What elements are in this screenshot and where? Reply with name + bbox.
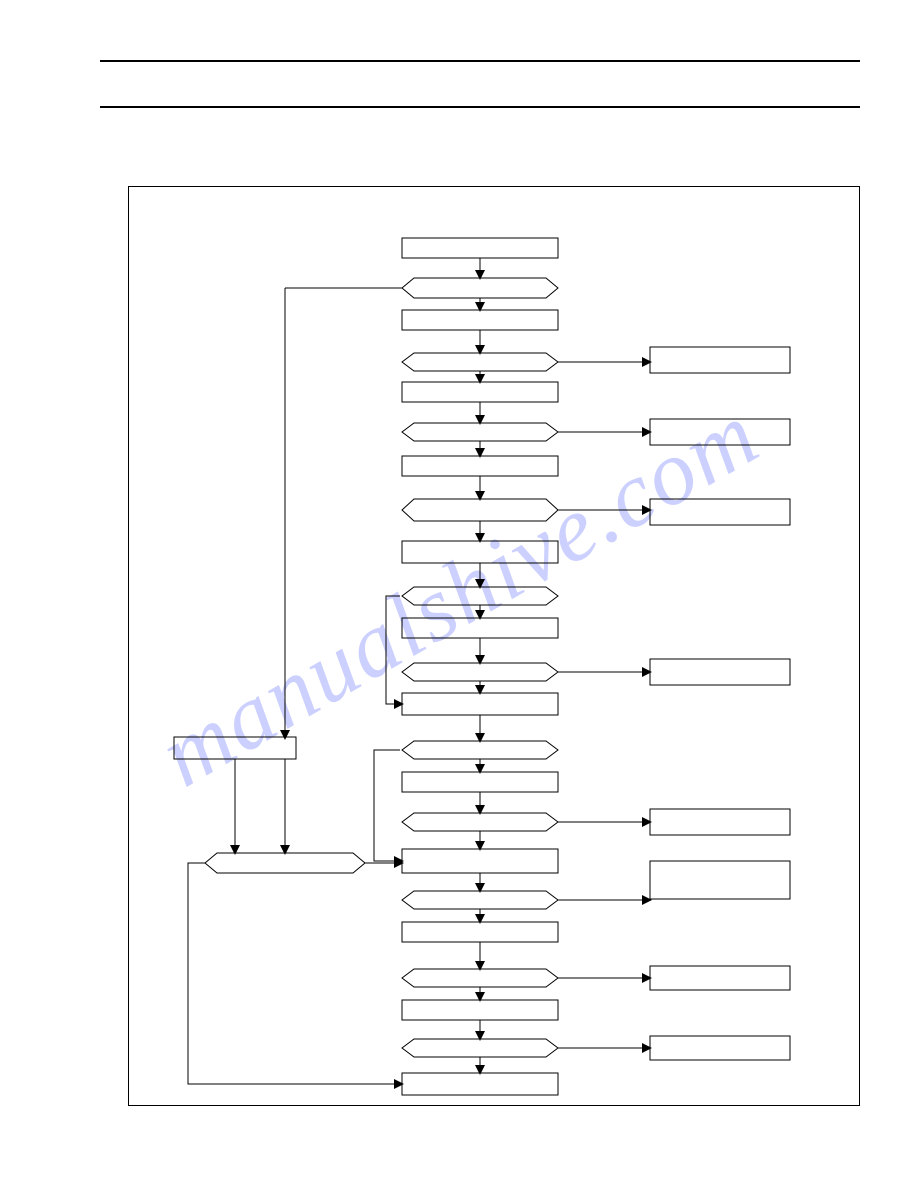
flow-node-h10 bbox=[402, 969, 558, 987]
flow-node-b12 bbox=[402, 1073, 558, 1095]
flow-node-rC bbox=[650, 499, 790, 525]
flow-node-h2 bbox=[402, 353, 558, 371]
flow-node-rG bbox=[650, 966, 790, 990]
flow-node-h3 bbox=[402, 423, 558, 441]
flow-node-b6 bbox=[402, 618, 558, 638]
flow-node-lA bbox=[174, 737, 296, 759]
flow-node-b5 bbox=[402, 541, 558, 563]
flow-node-b4 bbox=[402, 456, 558, 476]
flow-node-rE bbox=[650, 809, 790, 835]
page: manualshive.com bbox=[0, 0, 918, 1188]
flow-node-lH bbox=[205, 853, 365, 873]
flow-node-rA bbox=[650, 347, 790, 373]
flow-node-h4 bbox=[402, 499, 558, 521]
flow-node-b9 bbox=[402, 849, 558, 873]
flow-node-h5 bbox=[402, 587, 558, 605]
flowchart-svg bbox=[0, 0, 918, 1188]
flow-node-b10 bbox=[402, 922, 558, 942]
flow-node-b3 bbox=[402, 382, 558, 402]
flow-node-b2 bbox=[402, 310, 558, 330]
flow-node-rF bbox=[650, 861, 790, 899]
flow-node-rD bbox=[650, 659, 790, 685]
flow-node-h6 bbox=[402, 663, 558, 681]
flow-node-b8 bbox=[402, 772, 558, 792]
flow-node-h9 bbox=[402, 891, 558, 909]
flow-node-h7 bbox=[402, 741, 558, 759]
flow-node-b11 bbox=[402, 1000, 558, 1020]
flow-node-h11 bbox=[402, 1039, 558, 1057]
flow-node-b7 bbox=[402, 693, 558, 715]
flow-node-h8 bbox=[402, 813, 558, 831]
flow-node-h1 bbox=[402, 278, 558, 298]
flow-node-rB bbox=[650, 419, 790, 445]
flow-node-rH bbox=[650, 1036, 790, 1060]
flow-node-b1 bbox=[402, 238, 558, 258]
